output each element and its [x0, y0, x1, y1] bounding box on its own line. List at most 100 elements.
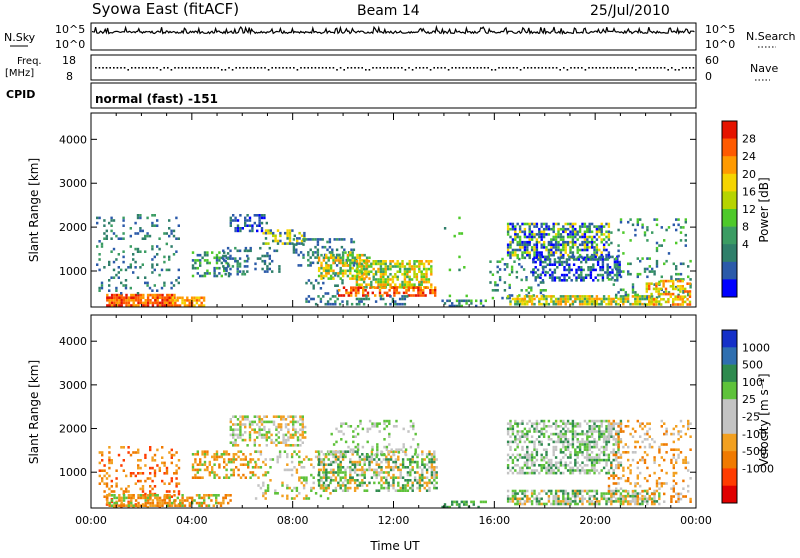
- scatter-cell: [382, 283, 384, 286]
- scatter-cell: [132, 253, 134, 256]
- scatter-cell: [456, 300, 458, 303]
- scatter-cell: [256, 436, 258, 439]
- scatter-cell: [533, 251, 535, 254]
- scatter-cell: [646, 438, 648, 441]
- scatter-cell: [572, 295, 574, 298]
- scatter-cell: [608, 469, 610, 472]
- scatter-cell: [578, 274, 580, 277]
- scatter-cell: [686, 298, 688, 301]
- freq-dot: [653, 67, 655, 69]
- scatter-cell: [622, 231, 624, 234]
- scatter-cell: [177, 497, 179, 500]
- scatter-cell: [382, 273, 384, 276]
- scatter-cell: [229, 273, 231, 276]
- scatter-cell: [572, 495, 574, 498]
- scatter-cell: [192, 466, 194, 469]
- scatter-cell: [507, 251, 509, 254]
- scatter-cell: [543, 448, 545, 451]
- scatter-cell: [431, 471, 433, 474]
- scatter-cell: [531, 461, 533, 464]
- scatter-cell: [277, 242, 279, 245]
- scatter-cell: [139, 266, 141, 269]
- scatter-cell: [661, 469, 663, 472]
- scatter-cell: [544, 274, 546, 277]
- scatter-cell: [268, 431, 270, 434]
- scatter-cell: [332, 479, 334, 482]
- scatter-cell: [593, 469, 595, 472]
- freq-dot: [286, 67, 288, 69]
- scatter-cell: [263, 217, 265, 220]
- scatter-cell: [274, 489, 276, 492]
- scatter-cell: [361, 471, 363, 474]
- freq-dot: [538, 67, 540, 69]
- scatter-cell: [532, 269, 534, 272]
- scatter-cell: [553, 451, 555, 454]
- scatter-cell: [616, 276, 618, 279]
- scatter-cell: [237, 444, 239, 447]
- freq-dot: [333, 67, 335, 69]
- scatter-cell: [349, 458, 351, 461]
- scatter-cell: [389, 303, 391, 306]
- scatter-cell: [548, 461, 550, 464]
- freq-dot: [297, 69, 299, 71]
- scatter-cell: [154, 269, 156, 272]
- scatter-cell: [196, 494, 198, 497]
- scatter-cell: [242, 418, 244, 421]
- scatter-cell: [361, 466, 363, 469]
- scatter-cell: [421, 476, 423, 479]
- scatter-cell: [222, 502, 224, 505]
- scatter-cell: [237, 474, 239, 477]
- scatter-cell: [555, 246, 557, 249]
- freq-dot: [646, 67, 648, 69]
- scatter-cell: [289, 232, 291, 235]
- scatter-cell: [149, 294, 151, 297]
- scatter-cell: [121, 296, 123, 299]
- scatter-cell: [151, 289, 153, 292]
- scatter-cell: [376, 474, 378, 477]
- scatter-cell: [524, 435, 526, 438]
- scatter-cell: [625, 495, 627, 498]
- scatter-cell: [359, 456, 361, 459]
- scatter-cell: [269, 268, 271, 271]
- scatter-cell: [514, 254, 516, 257]
- scatter-cell: [254, 415, 256, 418]
- scatter-cell: [574, 492, 576, 495]
- scatter-cell: [359, 482, 361, 485]
- scatter-cell: [406, 263, 408, 266]
- scatter-cell: [305, 479, 307, 482]
- scatter-cell: [166, 302, 168, 305]
- scatter-cell: [406, 268, 408, 271]
- scatter-cell: [571, 256, 573, 259]
- scatter-cell: [658, 495, 660, 498]
- scatter-cell: [382, 278, 384, 281]
- scatter-cell: [567, 228, 569, 231]
- scatter-cell: [318, 453, 320, 456]
- freq-trace: [95, 67, 694, 71]
- scatter-cell: [569, 461, 571, 464]
- scatter-cell: [101, 459, 103, 462]
- scatter-cell: [265, 492, 267, 495]
- scatter-cell: [142, 472, 144, 475]
- scatter-cell: [330, 463, 332, 466]
- scatter-cell: [655, 290, 657, 293]
- scatter-cell: [244, 423, 246, 426]
- scatter-cell: [397, 456, 399, 459]
- scatter-cell: [421, 273, 423, 276]
- scatter-cell: [392, 474, 394, 477]
- scatter-cell: [258, 214, 260, 217]
- scatter-cell: [524, 246, 526, 249]
- scatter-cell: [507, 454, 509, 457]
- scatter-cell: [507, 246, 509, 249]
- scatter-cell: [261, 421, 263, 424]
- scatter-cell: [213, 504, 215, 507]
- scatter-cell: [405, 448, 407, 451]
- scatter-cell: [367, 428, 369, 431]
- scatter-cell: [596, 490, 598, 493]
- scatter-cell: [392, 461, 394, 464]
- scatter-cell: [302, 254, 304, 257]
- scatter-cell: [605, 420, 607, 423]
- scatter-cell: [586, 492, 588, 495]
- scatter-cell: [581, 430, 583, 433]
- scatter-cell: [342, 262, 344, 265]
- scatter-cell: [620, 422, 622, 425]
